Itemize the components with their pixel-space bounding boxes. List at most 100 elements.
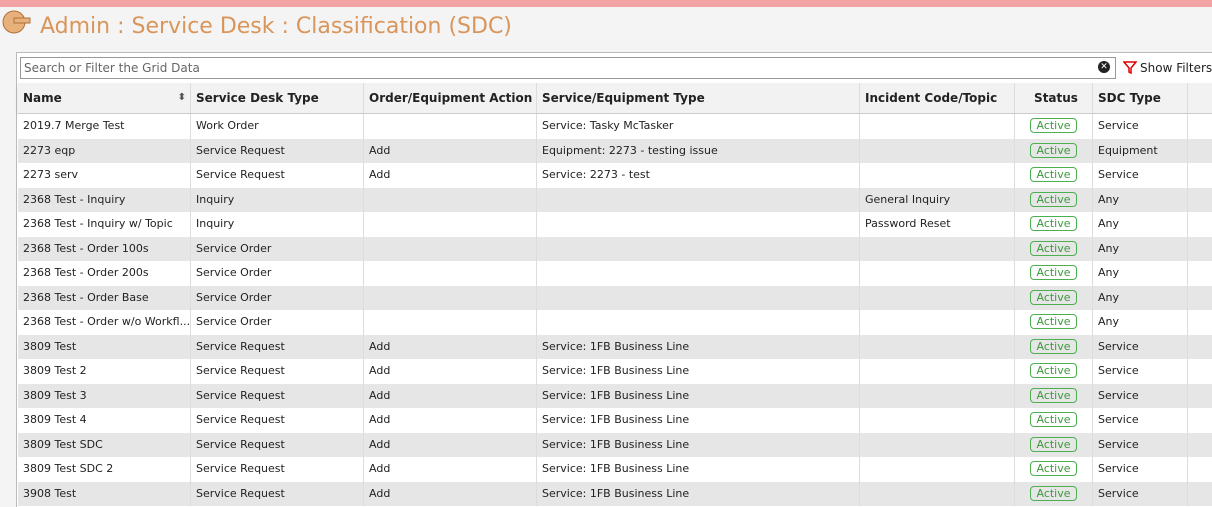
grid-cell	[860, 261, 1015, 286]
grid-row[interactable]: 3809 Test Service Request Add Service: 1FB …	[18, 334, 1212, 360]
grid-cell	[1188, 237, 1212, 262]
grid-cell: 2019.7 Merge Test	[18, 114, 191, 139]
column-header[interactable]: Service/Equipment Type	[537, 83, 860, 113]
grid-cell: Add	[364, 481, 537, 506]
grid-row[interactable]: 3809 Test SDC 2 Service Request Add Service…	[18, 457, 1212, 482]
grid-row[interactable]: 2368 Test - Inquiry w/ Topic Inquiry Passw…	[18, 212, 1212, 237]
column-header[interactable]: Name ⬍	[18, 83, 191, 113]
grid-cell	[1188, 384, 1212, 409]
grid-cell: 3809 Test 4	[18, 408, 191, 433]
grid-row[interactable]: 3809 Test 3 Service Request Add Service: 1F…	[18, 383, 1212, 409]
grid-cell: Password Reset	[860, 212, 1015, 237]
grid-cell: Active	[1015, 383, 1093, 408]
grid-row[interactable]: 3809 Test 4 Service Request Add Service: 1F…	[18, 408, 1212, 433]
grid-cell	[1188, 482, 1212, 507]
grid-cell: Add	[364, 163, 537, 188]
grid-cell: 3908 Test	[18, 481, 191, 506]
grid-cell: Service	[1093, 383, 1188, 408]
grid-row[interactable]: 2368 Test - Order 100s Service Order Activ…	[18, 236, 1212, 262]
grid-cell: Equipment: 2273 - testing issue	[537, 138, 860, 163]
grid-cell: Any	[1093, 236, 1188, 261]
top-bar	[0, 0, 1212, 7]
clear-button[interactable]: ✕	[1098, 61, 1110, 73]
grid-row[interactable]: 2273 serv Service Request Add Service: 2273…	[18, 163, 1212, 188]
grid-cell: Active	[1015, 261, 1093, 286]
grid-row[interactable]: 3809 Test 2 Service Request Add Service: 1F…	[18, 359, 1212, 384]
grid-cell	[860, 163, 1015, 188]
grid-cell: Service: 1FB Business Line	[537, 408, 860, 433]
status-badge: Active	[1030, 289, 1077, 305]
grid-cell: Equipment	[1093, 138, 1188, 163]
grid-cell: Service	[1093, 163, 1188, 188]
grid-cell	[1188, 457, 1212, 482]
grid: Search or Filter the Grid Data ✕ Show Fil…	[16, 52, 1212, 507]
grid-cell: Add	[364, 432, 537, 457]
column-header[interactable]: Status	[1015, 83, 1093, 113]
column-header-label: Order/Equipment Action	[369, 91, 533, 105]
grid-cell: Service Order	[191, 236, 364, 261]
grid-row[interactable]: 2368 Test - Order Base Service Order Activ…	[18, 285, 1212, 310]
grid-cell: Work Order	[191, 114, 364, 139]
grid-cell: Active	[1015, 432, 1093, 457]
grid-cell: Active	[1015, 212, 1093, 237]
grid-cell	[1188, 261, 1212, 286]
grid-cell	[1188, 114, 1212, 139]
grid-cell: Service: 1FB Business Line	[537, 432, 860, 457]
grid-cell: Any	[1093, 310, 1188, 335]
grid-cell: Service	[1093, 457, 1188, 482]
grid-row[interactable]: 3809 Test SDC Service Request Add Service: …	[18, 432, 1212, 457]
show-filters-button[interactable]: Show Filters	[1122, 61, 1212, 75]
grid-cell: Service Order	[191, 310, 364, 335]
grid-cell: Active	[1015, 334, 1093, 359]
grid-cell	[537, 310, 860, 335]
grid-cell: 3809 Test	[18, 334, 191, 359]
grid-cell: Active	[1015, 310, 1093, 335]
grid-cell: 2368 Test - Order w/o Workfl...	[18, 310, 191, 335]
show-filters-label: Show Filters	[1140, 61, 1212, 75]
grid-cell: Service	[1093, 114, 1188, 139]
grid-cell: Add	[364, 138, 537, 163]
grid-row[interactable]: 2368 Test - Order 200s Service Order Activ…	[18, 261, 1212, 286]
grid-cell	[1188, 335, 1212, 360]
grid-cell: Active	[1015, 163, 1093, 188]
grid-cell: Service Request	[191, 408, 364, 433]
grid-cell: Service: 1FB Business Line	[537, 481, 860, 506]
grid-cell	[537, 285, 860, 310]
grid-row[interactable]: 3908 Test Service Request Add Service: 1FB …	[18, 481, 1212, 507]
grid-cell	[860, 236, 1015, 261]
search-box[interactable]: Search or Filter the Grid Data ✕	[20, 57, 1116, 79]
column-header[interactable]: Incident Code/Topic	[860, 83, 1015, 113]
grid-cell: Add	[364, 408, 537, 433]
grid-cell: Inquiry	[191, 187, 364, 212]
grid-cell: Service	[1093, 359, 1188, 384]
grid-cell	[364, 212, 537, 237]
grid-cell	[1188, 212, 1212, 237]
grid-cell: Service: 1FB Business Line	[537, 359, 860, 384]
status-badge: Active	[1030, 363, 1077, 378]
column-header	[1188, 83, 1212, 113]
column-header[interactable]: SDC Type	[1093, 83, 1188, 113]
grid-cell: Any	[1093, 187, 1188, 212]
column-header-label: Service Desk Type	[196, 91, 319, 105]
grid-cell: Service Request	[191, 359, 364, 384]
column-header[interactable]: Order/Equipment Action	[364, 83, 537, 113]
grid-cell: Service Request	[191, 163, 364, 188]
status-badge: Active	[1030, 314, 1077, 329]
grid-cell	[364, 285, 537, 310]
grid-cell: Active	[1015, 481, 1093, 506]
filter-icon	[1122, 61, 1138, 75]
grid-cell: 2368 Test - Order 200s	[18, 261, 191, 286]
status-badge: Active	[1030, 118, 1077, 133]
grid-cell: 3809 Test 2	[18, 359, 191, 384]
column-header[interactable]: Service Desk Type	[191, 83, 364, 113]
grid-row[interactable]: 2368 Test - Inquiry Inquiry General Inquir…	[18, 187, 1212, 212]
grid-cell: Service Request	[191, 432, 364, 457]
grid-row[interactable]: 2368 Test - Order w/o Workfl... Service O…	[18, 310, 1212, 335]
status-badge: Active	[1030, 436, 1077, 452]
status-badge: Active	[1030, 412, 1077, 427]
grid-row[interactable]: 2273 eqp Service Request Add Equipment: 227…	[18, 138, 1212, 163]
grid-cell: 2368 Test - Order 100s	[18, 236, 191, 261]
grid-row[interactable]: 2019.7 Merge Test Work Order Service: Task…	[18, 114, 1212, 139]
grid-cell	[364, 187, 537, 212]
grid-cell: Add	[364, 334, 537, 359]
